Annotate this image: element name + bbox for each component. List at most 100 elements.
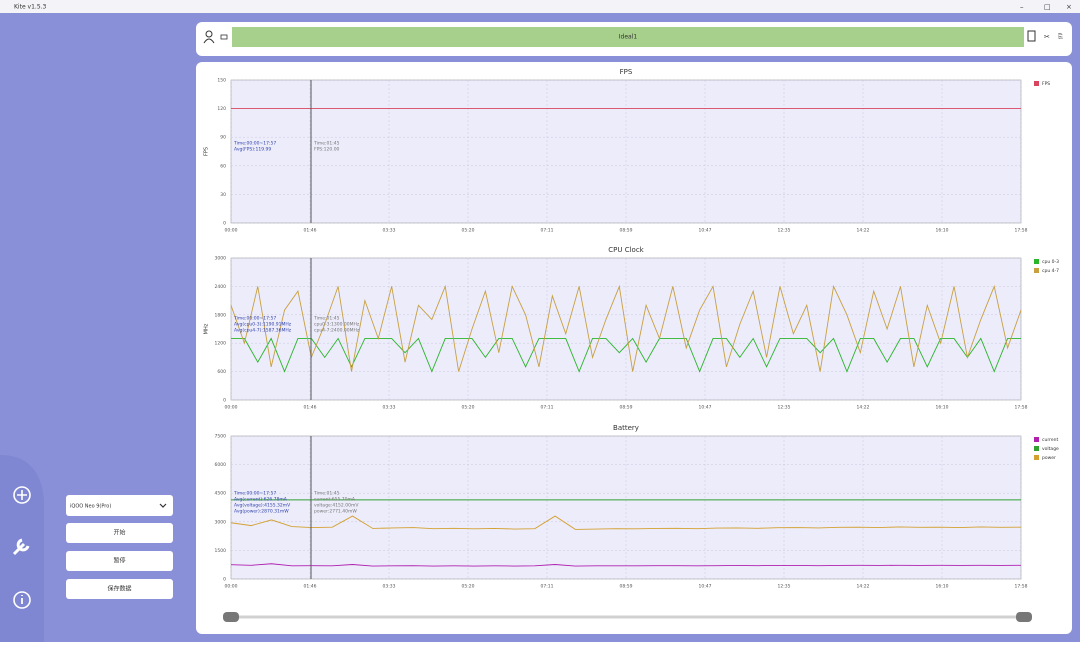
x-tick-label: 16:10	[936, 405, 949, 411]
y-axis-label: FPS	[204, 147, 210, 156]
y-tick-label: 90	[220, 135, 226, 141]
chart-title: Battery	[613, 424, 639, 432]
y-tick-label: 150	[217, 78, 226, 84]
y-tick-label: 3000	[215, 519, 227, 525]
info-icon[interactable]	[13, 591, 31, 609]
x-tick-label: 07:11	[541, 405, 554, 411]
dropdown-arrow	[159, 503, 167, 508]
legend-swatch	[1034, 455, 1039, 460]
x-tick-label: 08:59	[620, 405, 633, 411]
legend-label: power	[1042, 455, 1056, 461]
plot-area	[230, 435, 1022, 580]
slider-handle-left[interactable]	[223, 612, 239, 622]
legend-swatch	[1034, 81, 1039, 86]
annotation: cpu4-7:2400.00MHz	[314, 328, 360, 334]
action-button[interactable]	[66, 523, 173, 543]
y-tick-label: 7500	[215, 434, 227, 440]
data-line	[230, 515, 1022, 530]
action-button-label: 开始	[113, 529, 125, 537]
annotation: Avg(power):2870.31mW	[234, 509, 289, 515]
settings-icon[interactable]	[12, 538, 30, 556]
annotation: Avg(current):626.78mA	[234, 497, 288, 503]
annotation: Avg(cpu0-3):1190.91MHz	[234, 322, 292, 328]
annotation: Time:00:00~17:57	[233, 491, 276, 497]
minimize[interactable]: –	[1020, 3, 1024, 11]
legend-swatch	[1034, 437, 1039, 442]
x-tick-label: 10:47	[699, 228, 712, 234]
x-tick-label: 03:33	[383, 228, 396, 234]
x-tick-label: 01:46	[304, 584, 317, 590]
annotation: current:655.70mA	[314, 497, 356, 503]
x-tick-label: 08:59	[620, 584, 633, 590]
y-tick-label: 6000	[215, 462, 227, 468]
x-tick-label: 03:33	[383, 584, 396, 590]
data-line	[230, 284, 1022, 372]
y-axis-label: MHz	[204, 323, 210, 334]
legend-label: voltage	[1042, 446, 1059, 452]
y-tick-label: 1200	[215, 341, 227, 347]
legend-label: cpu 4-7	[1042, 268, 1059, 274]
action-button[interactable]	[66, 551, 173, 571]
x-tick-label: 17:58	[1015, 228, 1028, 234]
y-tick-label: 0	[223, 398, 226, 404]
user-icon[interactable]	[205, 30, 213, 38]
x-tick-label: 10:47	[699, 405, 712, 411]
annotation: Time:01:45	[313, 141, 340, 147]
y-tick-label: 60	[220, 163, 226, 169]
window-title: Kite v1.5.3	[14, 4, 47, 11]
y-tick-label: 0	[223, 577, 226, 583]
x-tick-label: 14:22	[857, 228, 870, 234]
save-icon[interactable]	[1027, 30, 1036, 42]
x-tick-label: 16:10	[936, 584, 949, 590]
action-button-label: 保存数据	[107, 585, 131, 593]
legend-swatch	[1034, 446, 1039, 451]
export-icon[interactable]: ⎘	[1058, 34, 1063, 41]
status-label: Ideal1	[619, 34, 638, 41]
x-tick-label: 14:22	[857, 405, 870, 411]
add-icon-cross	[17, 490, 27, 500]
x-tick-label: 14:22	[857, 584, 870, 590]
title-bar	[0, 0, 1080, 13]
annotation: Avg(cpu4-7):1587.36MHz	[234, 328, 292, 334]
slider-handle-right[interactable]	[1016, 612, 1032, 622]
link-icon[interactable]	[220, 34, 228, 40]
annotation: Time:00:00~17:57	[233, 316, 276, 322]
x-tick-label: 10:47	[699, 584, 712, 590]
annotation: Avg(voltage):4155.32mV	[234, 503, 291, 509]
x-tick-label: 07:11	[541, 584, 554, 590]
x-tick-label: 16:10	[936, 228, 949, 234]
x-tick-label: 17:58	[1015, 584, 1028, 590]
x-tick-label: 05:20	[462, 405, 475, 411]
legend-swatch	[1034, 268, 1039, 273]
x-tick-label: 07:11	[541, 228, 554, 234]
annotation: Avg(FPS):119.99	[234, 147, 271, 153]
y-tick-label: 2400	[215, 284, 227, 290]
x-tick-label: 12:35	[778, 584, 791, 590]
plot-area	[230, 79, 1022, 224]
x-tick-label: 03:33	[383, 405, 396, 411]
maximize[interactable]: □	[1044, 3, 1051, 11]
data-line	[230, 563, 1022, 567]
close[interactable]: ×	[1066, 3, 1072, 11]
x-tick-label: 08:59	[620, 228, 633, 234]
action-button[interactable]	[66, 579, 173, 599]
x-tick-label: 17:58	[1015, 405, 1028, 411]
y-tick-label: 4500	[215, 491, 227, 497]
user-icon-body	[203, 38, 215, 44]
legend-label: cpu 0-3	[1042, 259, 1059, 265]
legend-label: current	[1042, 437, 1058, 443]
annotation: FPS:120.00	[314, 147, 340, 153]
x-tick-label: 01:46	[304, 405, 317, 411]
device-select[interactable]	[66, 495, 173, 516]
tool-icon[interactable]: ✂	[1044, 33, 1050, 41]
x-tick-label: 00:00	[225, 405, 238, 411]
status-bar	[232, 27, 1024, 47]
x-tick-label: 05:20	[462, 228, 475, 234]
x-tick-label: 12:35	[778, 228, 791, 234]
y-tick-label: 600	[217, 369, 226, 375]
annotation: Time:01:45	[313, 316, 340, 322]
data-line	[231, 337, 1021, 373]
action-button-label: 暂停	[113, 557, 125, 565]
add-icon[interactable]	[13, 486, 31, 504]
